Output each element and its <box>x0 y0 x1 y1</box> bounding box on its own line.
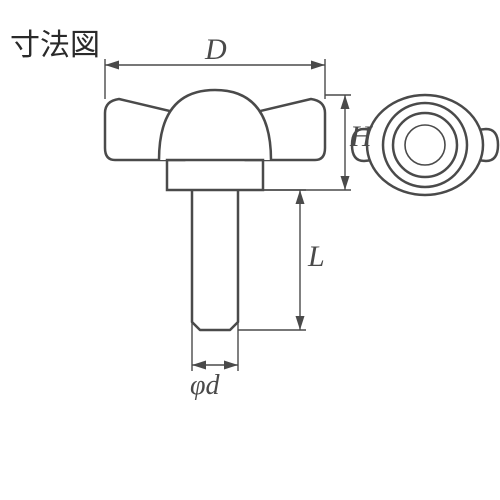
dimension-label-L: L <box>308 240 325 274</box>
dimension-label-d: φd <box>190 370 220 402</box>
diagram-svg <box>0 0 500 500</box>
dimension-label-D: D <box>205 33 227 67</box>
dimension-label-H: H <box>350 120 372 154</box>
diagram-canvas: 寸法図 D H L φd <box>0 0 500 500</box>
